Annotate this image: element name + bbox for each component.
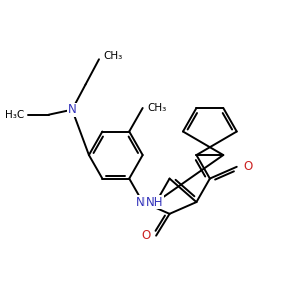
Text: H₃C: H₃C xyxy=(5,110,24,120)
Text: N: N xyxy=(68,103,76,116)
Text: O: O xyxy=(142,229,151,242)
Text: NH: NH xyxy=(136,196,153,208)
Text: O: O xyxy=(244,160,253,173)
Text: CH₃: CH₃ xyxy=(148,103,167,113)
Text: CH₃: CH₃ xyxy=(103,51,122,61)
Text: NH: NH xyxy=(146,196,163,208)
